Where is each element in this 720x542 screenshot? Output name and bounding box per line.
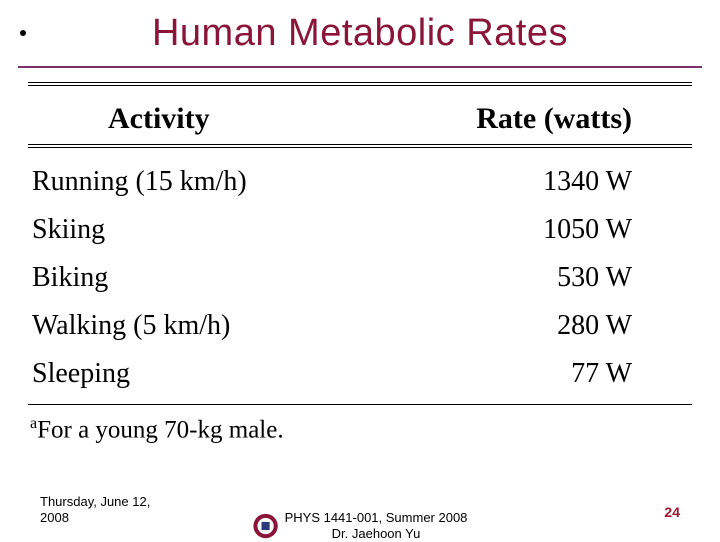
rate-cell: 1340 W — [492, 166, 632, 198]
table-row: Sleeping 77 W — [28, 350, 692, 398]
table-header-underline — [28, 144, 692, 148]
footer-course-info: PHYS 1441-001, Summer 2008 Dr. Jaehoon Y… — [285, 510, 468, 542]
title-underline — [18, 66, 702, 68]
col-header-activity: Activity — [108, 102, 210, 136]
footer-course-line1: PHYS 1441-001, Summer 2008 — [285, 510, 468, 526]
rate-cell: 1050 W — [492, 214, 632, 246]
table-row: Running (15 km/h) 1340 W — [28, 158, 692, 206]
rate-cell: 77 W — [492, 358, 632, 390]
activity-cell: Running (15 km/h) — [32, 166, 247, 198]
university-logo-icon — [253, 513, 279, 539]
rate-cell: 530 W — [492, 262, 632, 294]
slide-title-text: Human Metabolic Rates — [152, 12, 568, 54]
activity-cell: Walking (5 km/h) — [32, 310, 230, 342]
activity-cell: Sleeping — [32, 358, 130, 390]
metabolic-rate-table: Activity Rate (watts) Running (15 km/h) 1… — [28, 82, 692, 444]
table-header-row: Activity Rate (watts) — [28, 96, 692, 144]
table-footnote: aFor a young 70-kg male. — [28, 405, 692, 444]
footer-date-line2: 2008 — [40, 510, 190, 526]
table-top-border — [28, 82, 692, 86]
table-body: Running (15 km/h) 1340 W Skiing 1050 W Bikin… — [28, 158, 692, 398]
table-row: Walking (5 km/h) 280 W — [28, 302, 692, 350]
footer-date: Thursday, June 12, 2008 — [40, 494, 190, 527]
page-number-text: 24 — [664, 504, 680, 520]
table-row: Biking 530 W — [28, 254, 692, 302]
table-row: Skiing 1050 W — [28, 206, 692, 254]
footer-center: PHYS 1441-001, Summer 2008 Dr. Jaehoon Y… — [253, 510, 468, 542]
slide-title: Human Metabolic Rates — [0, 12, 720, 55]
footnote-text: For a young 70-kg male. — [37, 416, 283, 443]
activity-cell: Skiing — [32, 214, 105, 246]
page-number: 24 — [664, 504, 680, 520]
col-header-rate: Rate (watts) — [476, 102, 632, 136]
activity-cell: Biking — [32, 262, 108, 294]
footer-date-line1: Thursday, June 12, — [40, 494, 190, 510]
rate-cell: 280 W — [492, 310, 632, 342]
